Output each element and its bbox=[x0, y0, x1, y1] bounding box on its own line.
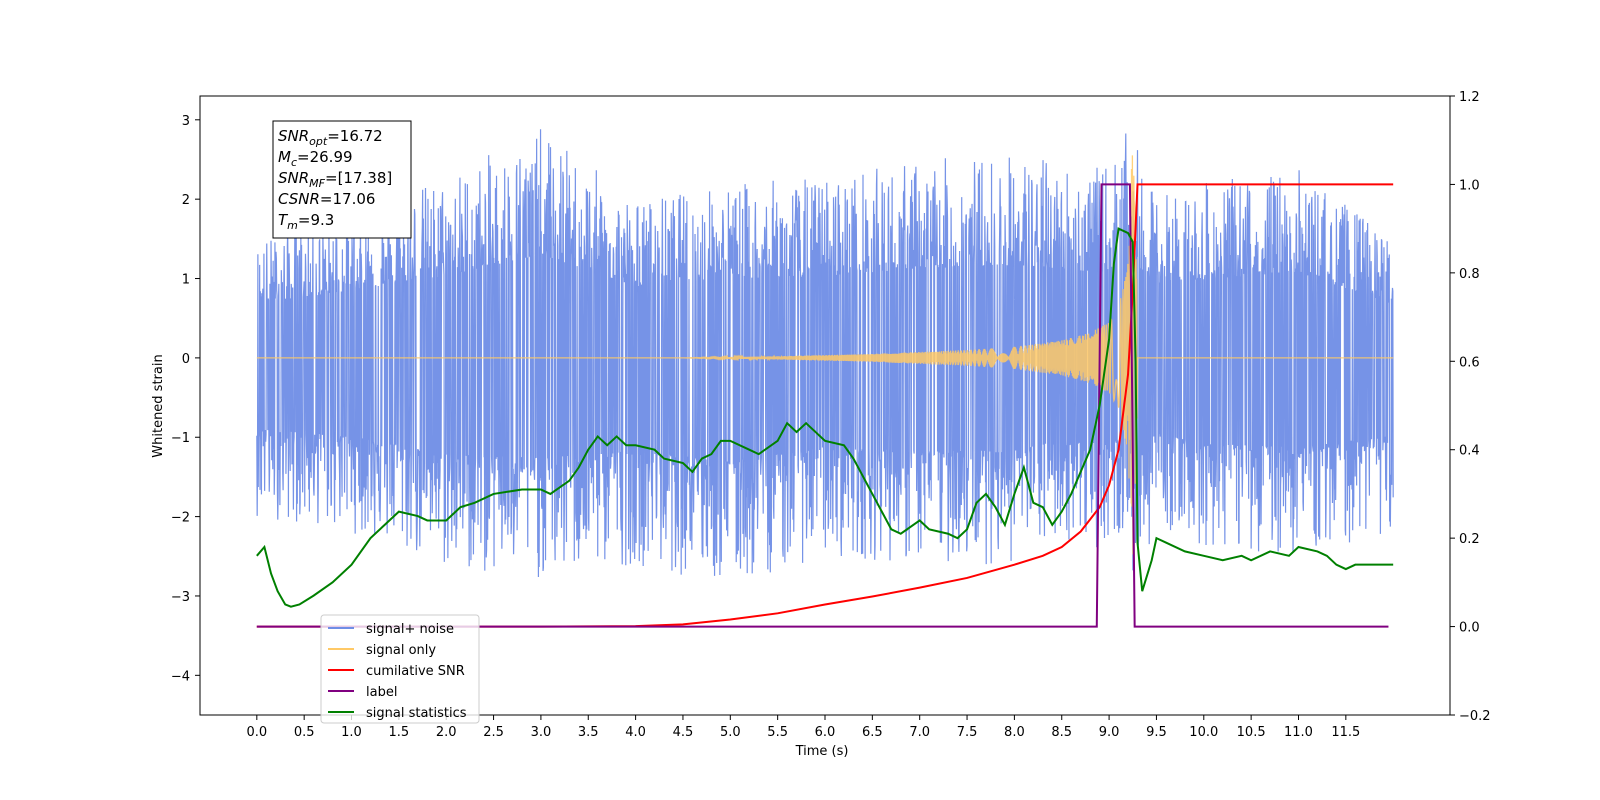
x-tick-label: 10.0 bbox=[1189, 725, 1218, 740]
x-tick-label: 3.0 bbox=[531, 725, 552, 740]
y-tick-label: −4 bbox=[171, 669, 190, 684]
legend-frame bbox=[320, 614, 480, 724]
series-label bbox=[256, 183, 1389, 628]
x-tick-label: 6.5 bbox=[862, 725, 883, 740]
annotation-line: SNRMF=[17.38] bbox=[278, 169, 392, 190]
x-tick-label: 3.5 bbox=[578, 725, 599, 740]
x-tick-label: 0.5 bbox=[294, 725, 315, 740]
annotation-line: Mc=26.99 bbox=[278, 148, 353, 169]
x-tick-label: 7.5 bbox=[957, 725, 978, 740]
x-tick-label: 9.0 bbox=[1099, 725, 1120, 740]
y-tick-label: 1 bbox=[182, 273, 190, 288]
x-tick-label: 8.5 bbox=[1051, 725, 1072, 740]
x-tick-label: 8.0 bbox=[1004, 725, 1025, 740]
x-tick-label: 11.5 bbox=[1331, 725, 1360, 740]
annotation-frame bbox=[272, 120, 412, 239]
x-tick-label: 11.0 bbox=[1284, 725, 1313, 740]
y-tick-label: 2 bbox=[182, 193, 190, 208]
y2-tick-label: 0.6 bbox=[1459, 355, 1480, 370]
x-tick-label: 9.5 bbox=[1146, 725, 1167, 740]
y-tick-label: 3 bbox=[182, 114, 190, 129]
x-tick-label: 0.0 bbox=[246, 725, 267, 740]
series-cumulative-snr bbox=[256, 183, 1394, 628]
x-tick-label: 4.5 bbox=[673, 725, 694, 740]
series-signal-statistics bbox=[256, 227, 1394, 608]
x-tick-label: 1.0 bbox=[341, 725, 362, 740]
y2-tick-label: −0.2 bbox=[1459, 709, 1491, 724]
x-tick-label: 5.0 bbox=[720, 725, 741, 740]
series-signal-noise bbox=[256, 129, 1394, 577]
x-tick-label: 7.0 bbox=[909, 725, 930, 740]
x-axis-label: Time (s) bbox=[795, 744, 849, 759]
y2-tick-label: 0.4 bbox=[1459, 444, 1480, 459]
stats-annotation-box: SNRopt=16.72Mc=26.99SNRMF=[17.38]CSNR=17… bbox=[272, 120, 412, 239]
y-axis-label: Whitened strain bbox=[151, 354, 166, 457]
y2-tick-label: 1.0 bbox=[1459, 178, 1480, 193]
annotation-line: SNRopt=16.72 bbox=[278, 127, 383, 148]
plot-area bbox=[256, 129, 1394, 628]
y-axis-right: 1.2 1.0 0.8 0.6 0.4 0.2 0.0 −0.2 bbox=[1450, 90, 1491, 724]
legend-label: label bbox=[366, 685, 397, 700]
y-tick-label: −2 bbox=[171, 511, 190, 526]
annotation-line: CSNR=17.06 bbox=[278, 190, 375, 208]
legend-label: signal+ noise bbox=[366, 622, 454, 637]
legend: signal+ noise signal only cumilative SNR la… bbox=[320, 614, 480, 724]
x-tick-label: 2.5 bbox=[483, 725, 504, 740]
x-tick-label: 4.0 bbox=[625, 725, 646, 740]
y2-tick-label: 0.2 bbox=[1459, 532, 1480, 547]
y-tick-label: −3 bbox=[171, 590, 190, 605]
y-tick-label: 0 bbox=[182, 352, 190, 367]
x-tick-label: 2.0 bbox=[436, 725, 457, 740]
y-axis-left: 3 2 1 0 −1 −2 −3 −4 bbox=[171, 114, 200, 684]
x-tick-label: 1.5 bbox=[389, 725, 410, 740]
y2-tick-label: 1.2 bbox=[1459, 90, 1480, 105]
x-tick-label: 6.0 bbox=[815, 725, 836, 740]
x-tick-label: 5.5 bbox=[767, 725, 788, 740]
legend-label: signal only bbox=[366, 643, 436, 658]
y2-tick-label: 0.0 bbox=[1459, 621, 1480, 636]
y2-tick-label: 0.8 bbox=[1459, 267, 1480, 282]
legend-label: cumilative SNR bbox=[366, 664, 465, 679]
x-tick-label: 10.5 bbox=[1237, 725, 1266, 740]
series-signal-only bbox=[256, 155, 1394, 555]
x-axis: 0.0 0.5 1.0 1.5 2.0 2.5 3.0 3.5 4.0 4.5 5.0 5.5 6.0 6… bbox=[246, 715, 1360, 740]
legend-label: signal statistics bbox=[366, 706, 467, 721]
y-tick-label: −1 bbox=[171, 431, 190, 446]
annotation-line: Tm=9.3 bbox=[278, 211, 334, 232]
